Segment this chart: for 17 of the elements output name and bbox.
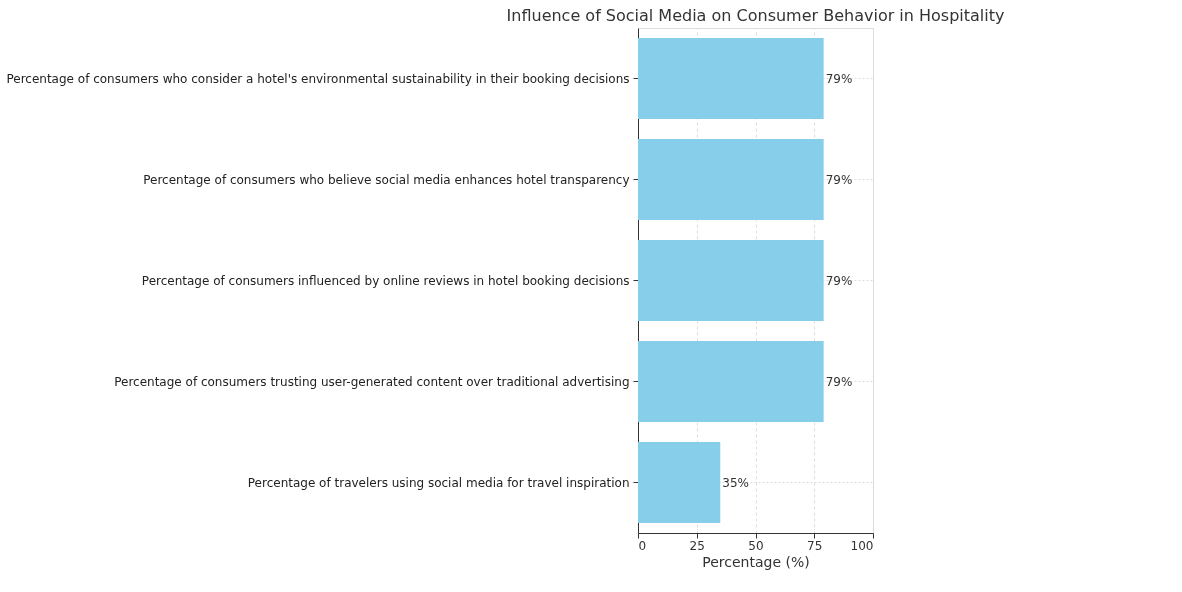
x-tick-label: 75 [807, 538, 823, 553]
y-tick-label: Percentage of consumers who consider a hotel's environmental sustainability in their booking decisions [6, 71, 630, 86]
x-tick-label: 25 [689, 538, 705, 553]
data-label: 79% [825, 273, 853, 288]
x-tick-label: 100 [850, 538, 874, 553]
data-label: 79% [825, 71, 853, 86]
data-label: 79% [825, 172, 853, 187]
y-tick-label: Percentage of consumers who believe social media enhances hotel transparency [143, 172, 630, 187]
y-tick-label: Percentage of consumers influenced by online reviews in hotel booking decisions [141, 273, 630, 288]
data-label: 79% [825, 374, 853, 389]
y-tick-label: Percentage of travelers using social media for travel inspiration [247, 475, 630, 490]
chart-title: Influence of Social Media on Consumer Behavior in Hospitality [506, 6, 1005, 25]
x-axis-title: Percentage (%) [702, 553, 810, 570]
y-tick-label: Percentage of consumers trusting user-generated content over traditional advertising [114, 374, 630, 389]
data-label: 35% [722, 475, 749, 490]
x-tick-label: 50 [748, 538, 764, 553]
x-tick-label: 0 [638, 538, 647, 553]
